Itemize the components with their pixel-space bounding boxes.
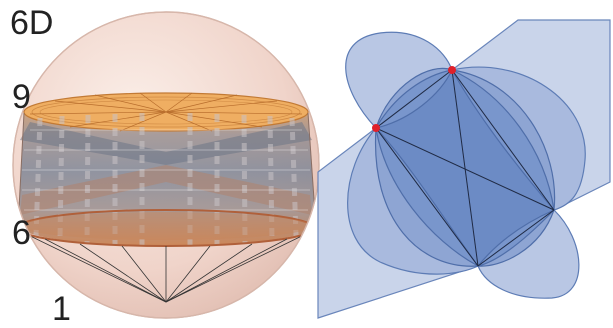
label-6: 6: [12, 214, 31, 252]
sphere-diagram: [12, 11, 320, 319]
label-6D: 6D: [10, 4, 54, 42]
polytope-diagram: [317, 19, 611, 319]
double-cone: [20, 122, 312, 165]
polytope-edges: [375, 69, 555, 267]
bottom-cone: [21, 231, 311, 303]
vertex-marker-left: [372, 124, 380, 132]
label-9: 9: [12, 78, 31, 116]
lobe-upper-left: [345, 31, 453, 129]
label-1: 1: [52, 290, 71, 328]
lobe-lower-right: [477, 209, 580, 299]
vertex-marker-top: [448, 66, 456, 74]
